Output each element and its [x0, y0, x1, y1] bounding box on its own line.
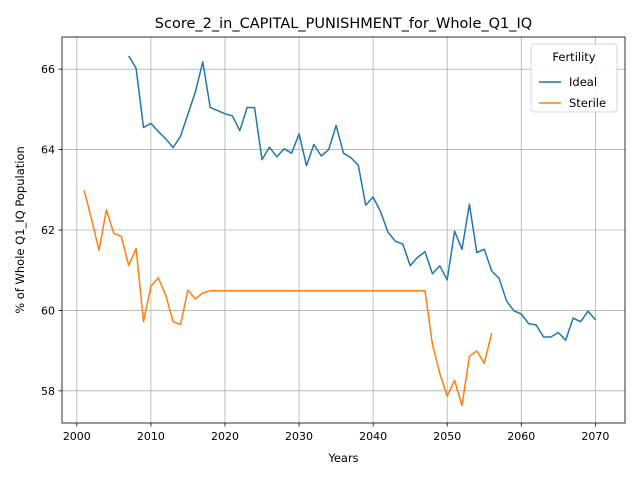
y-tick-label: 66	[41, 63, 55, 76]
x-tick-label: 2070	[581, 430, 609, 443]
x-tick-label: 2000	[63, 430, 91, 443]
y-tick-label: 60	[41, 304, 55, 317]
series-line-sterile	[83, 190, 493, 407]
x-axis-label: Years	[327, 451, 358, 465]
y-axis-label: % of Whole Q1_IQ Population	[13, 146, 27, 314]
legend-label-sterile: Sterile	[569, 96, 606, 110]
series-line-ideal	[128, 55, 596, 341]
legend-label-ideal: Ideal	[569, 75, 597, 89]
legend: Fertility Ideal Sterile	[530, 43, 618, 113]
chart-title: Score_2_in_CAPITAL_PUNISHMENT_for_Whole_…	[155, 16, 532, 32]
x-tick-label: 2010	[137, 430, 165, 443]
y-axis-ticks: 58 60 62 64 66	[41, 63, 62, 398]
y-tick-label: 62	[41, 224, 55, 237]
legend-title: Fertility	[552, 50, 595, 64]
series-lines	[83, 55, 596, 407]
x-tick-label: 2020	[211, 430, 239, 443]
x-axis-ticks: 2000 2010 2020 2030 2040 2050 2060 2070	[63, 423, 609, 443]
y-tick-label: 58	[41, 385, 55, 398]
legend-box	[530, 43, 618, 113]
x-tick-label: 2040	[359, 430, 387, 443]
x-tick-label: 2050	[433, 430, 461, 443]
x-tick-label: 2060	[507, 430, 535, 443]
y-tick-label: 64	[41, 144, 55, 157]
x-tick-label: 2030	[285, 430, 313, 443]
